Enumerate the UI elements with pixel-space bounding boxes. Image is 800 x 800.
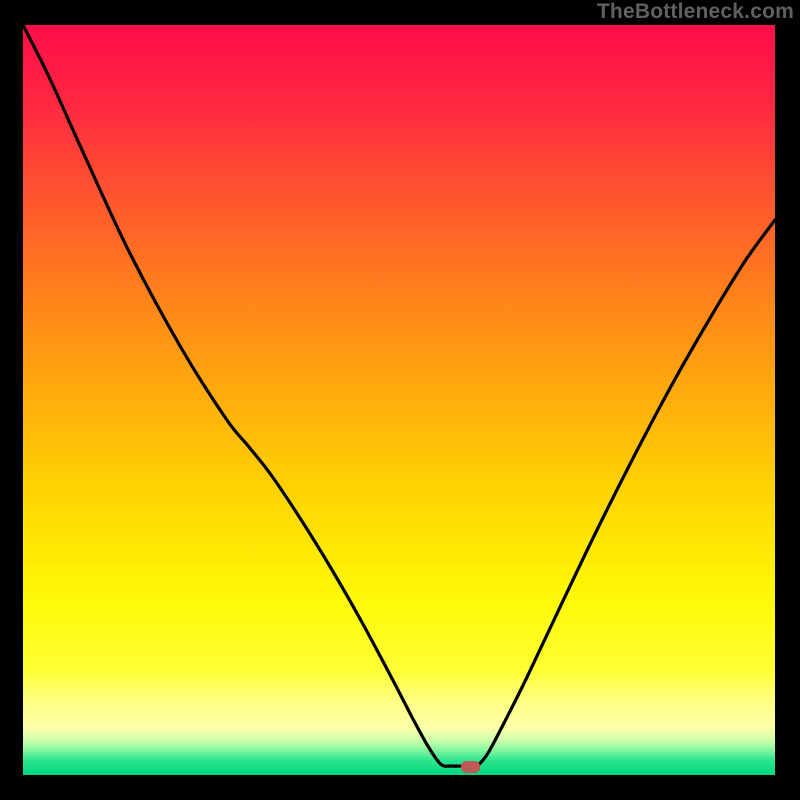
stage: TheBottleneck.com xyxy=(0,0,800,800)
chart-svg-layer xyxy=(23,25,775,775)
watermark-text: TheBottleneck.com xyxy=(597,0,794,24)
bottleneck-curve-line xyxy=(23,25,775,766)
chart-plot-area xyxy=(23,25,775,775)
bottleneck-point-marker xyxy=(461,761,481,773)
